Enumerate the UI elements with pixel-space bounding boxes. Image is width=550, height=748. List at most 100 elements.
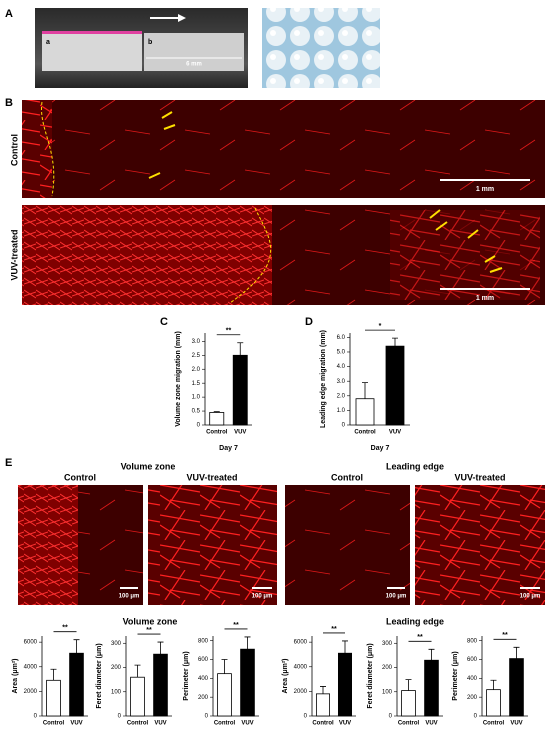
y-tick-label: 4000 bbox=[24, 664, 38, 670]
photo bbox=[262, 8, 380, 88]
bar bbox=[209, 412, 225, 426]
y-tick-label: 200 bbox=[111, 665, 122, 671]
y-tick-label: 800 bbox=[198, 638, 209, 644]
panel-label: C bbox=[160, 316, 168, 328]
y-tick-label: 100 bbox=[111, 689, 122, 695]
significance: ** bbox=[146, 627, 152, 634]
y-tick-label: 0 bbox=[118, 714, 122, 720]
y-axis-label: Leading edge migration (mm) bbox=[320, 330, 327, 428]
x-tick-label: Control bbox=[43, 721, 65, 727]
y-tick-label: 0 bbox=[304, 714, 308, 720]
y-tick-label: 2.5 bbox=[192, 353, 201, 359]
error-bar bbox=[392, 337, 398, 347]
y-axis-label: Perimeter (μm) bbox=[452, 651, 459, 700]
y-axis-label: Feret diameter (μm) bbox=[367, 643, 374, 708]
bar bbox=[509, 658, 524, 717]
x-tick-label: VUV bbox=[339, 721, 351, 727]
column-title: Control bbox=[64, 472, 96, 482]
bar bbox=[315, 693, 330, 717]
y-tick-label: 6000 bbox=[294, 640, 308, 646]
y-tick-label: 3.0 bbox=[192, 339, 201, 345]
y-tick-label: 600 bbox=[467, 657, 478, 663]
membrane bbox=[42, 31, 142, 34]
panel-label: A bbox=[5, 8, 13, 20]
error-bar bbox=[428, 648, 435, 661]
y-tick-label: 3.0 bbox=[337, 379, 346, 385]
y-tick-label: 2000 bbox=[24, 689, 38, 695]
y-tick-label: 5.0 bbox=[337, 350, 346, 356]
error-bar bbox=[237, 342, 244, 356]
y-tick-label: 400 bbox=[198, 676, 209, 682]
y-axis-label: Volume zone migration (mm) bbox=[175, 331, 182, 427]
photo-region bbox=[22, 100, 52, 198]
x-tick-label: VUV bbox=[425, 721, 437, 727]
row-label: Control bbox=[9, 134, 19, 166]
y-tick-label: 6.0 bbox=[337, 335, 346, 341]
panel-label: E bbox=[5, 457, 12, 469]
y-tick-label: 2.0 bbox=[337, 393, 346, 399]
y-tick-label: 2.0 bbox=[192, 367, 201, 373]
x-tick-label: VUV bbox=[70, 721, 82, 727]
bar bbox=[69, 652, 84, 717]
y-tick-label: 0 bbox=[34, 714, 38, 720]
y-tick-label: 0 bbox=[342, 423, 346, 429]
bar bbox=[424, 659, 439, 717]
y-tick-label: 0 bbox=[474, 714, 478, 720]
x-tick-label: VUV bbox=[510, 721, 522, 727]
scale-label: 100 μm bbox=[520, 594, 541, 600]
y-tick-label: 6000 bbox=[24, 640, 38, 646]
y-axis-label: Area (μm²) bbox=[12, 658, 19, 693]
column-title: VUV-treated bbox=[454, 472, 505, 482]
y-tick-label: 200 bbox=[198, 695, 209, 701]
error-bar bbox=[221, 659, 228, 674]
column-title: VUV-treated bbox=[186, 472, 237, 482]
y-tick-label: 0 bbox=[205, 714, 209, 720]
scale-label: 100 μm bbox=[386, 594, 407, 600]
photo-region bbox=[18, 485, 78, 605]
y-tick-label: 0.5 bbox=[192, 409, 201, 415]
y-tick-label: 200 bbox=[467, 695, 478, 701]
x-tick-label: VUV bbox=[154, 721, 166, 727]
block bbox=[42, 33, 142, 71]
x-tick-label: Control bbox=[483, 721, 505, 727]
arrows bbox=[148, 111, 503, 273]
photo-region bbox=[22, 205, 272, 305]
row-label: VUV-treated bbox=[9, 229, 19, 280]
photo bbox=[148, 485, 277, 605]
bar bbox=[46, 679, 61, 717]
block-label: b bbox=[148, 39, 152, 46]
block-label: a bbox=[46, 39, 50, 46]
y-tick-label: 600 bbox=[198, 657, 209, 663]
error-bar bbox=[320, 686, 326, 694]
front-line bbox=[41, 101, 55, 197]
quant-title: Leading edge bbox=[386, 616, 444, 626]
y-tick-label: 300 bbox=[111, 641, 122, 647]
y-tick-label: 4.0 bbox=[337, 364, 346, 370]
scale-label: 1 mm bbox=[476, 186, 494, 193]
error-bar bbox=[490, 679, 497, 690]
error-bar bbox=[362, 382, 368, 399]
error-bar bbox=[244, 636, 251, 650]
error-bar bbox=[405, 679, 412, 691]
significance: ** bbox=[331, 626, 337, 633]
y-tick-label: 1.0 bbox=[192, 395, 201, 401]
bar bbox=[217, 673, 232, 717]
x-tick-label: Control bbox=[398, 721, 420, 727]
significance: * bbox=[379, 323, 382, 330]
bar bbox=[486, 689, 501, 717]
x-tick-label: VUV bbox=[241, 721, 253, 727]
bar bbox=[385, 345, 405, 426]
panel-label: B bbox=[5, 97, 13, 109]
photo-region bbox=[390, 210, 540, 300]
column-title: Control bbox=[331, 472, 363, 482]
bar bbox=[337, 652, 352, 717]
x-tick-label: VUV bbox=[234, 430, 246, 436]
scale-label: 1 mm bbox=[476, 295, 494, 302]
x-tick-label: Control bbox=[127, 721, 149, 727]
error-bar bbox=[342, 640, 348, 654]
x-tick-label: Control bbox=[354, 430, 376, 436]
y-tick-label: 100 bbox=[382, 689, 393, 695]
x-tick-label: Control bbox=[214, 721, 236, 727]
y-tick-label: 0 bbox=[197, 423, 201, 429]
